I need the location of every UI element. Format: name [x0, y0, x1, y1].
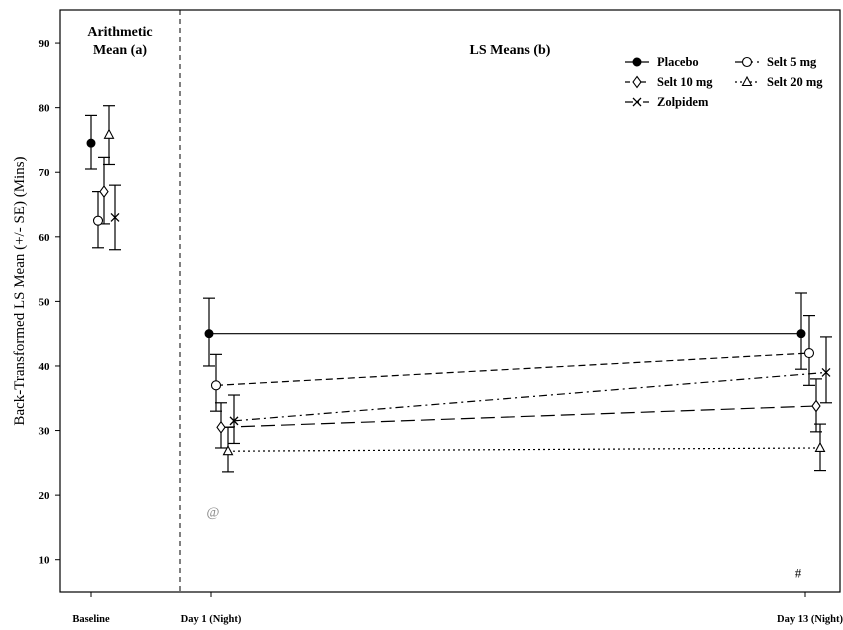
- data-point-zolpidem: [821, 367, 831, 377]
- legend-label-selt-20-mg: Selt 20 mg: [767, 75, 823, 89]
- series-line-zolpidem: [233, 371, 827, 422]
- x-tick-label-0: Baseline: [72, 614, 110, 625]
- data-point-placebo: [204, 329, 214, 339]
- x-tick-label-1: Day 1 (Night): [181, 614, 242, 625]
- legend-label-selt-5-mg: Selt 5 mg: [767, 55, 817, 69]
- error-bars: [85, 105, 832, 473]
- legend-marker-selt-5-mg: [741, 56, 753, 68]
- data-point-selt-10-mg: [99, 185, 109, 199]
- legend: Placebo Selt 5 mg Selt 10 mg Selt 20 mg Zolp…: [625, 55, 823, 109]
- section-title-ls-means: LS Means (b): [470, 43, 551, 58]
- y-tick-label-80: 80: [39, 103, 51, 115]
- series-line-selt-20-mg: [227, 447, 821, 452]
- y-tick-label-10: 10: [39, 555, 51, 567]
- y-axis-title: Back-Transformed LS Mean (+/- SE) (Mins): [12, 156, 28, 425]
- series-line-selt-10-mg: [220, 405, 817, 428]
- legend-marker-selt-10-mg: [632, 75, 642, 89]
- section-title-arithmetic-line1: Arithmetic: [87, 25, 152, 40]
- data-point-placebo: [86, 138, 96, 148]
- series-lines: [209, 333, 827, 452]
- annotations: @#: [207, 505, 802, 580]
- y-tick-label-20: 20: [39, 490, 51, 502]
- legend-marker-zolpidem: [632, 97, 642, 107]
- y-tick-label-30: 30: [39, 426, 51, 438]
- y-tick-label-70: 70: [39, 167, 51, 179]
- plot-frame: [59, 9, 841, 593]
- data-point-selt-5-mg: [92, 215, 104, 226]
- legend-label-zolpidem: Zolpidem: [657, 95, 709, 109]
- data-markers: [86, 128, 831, 456]
- y-tick-label-40: 40: [39, 361, 51, 373]
- section-titles: Arithmetic Mean (a) LS Means (b): [87, 25, 550, 58]
- x-tick-label-2: Day 13 (Night): [777, 614, 843, 625]
- data-point-placebo: [796, 329, 806, 339]
- annotation-0: @: [207, 505, 220, 520]
- data-point-zolpidem: [229, 416, 239, 426]
- data-point-zolpidem: [110, 212, 120, 222]
- legend-marker-placebo: [632, 57, 642, 67]
- legend-marker-selt-20-mg: [741, 75, 753, 87]
- data-point-selt-5-mg: [210, 380, 222, 391]
- annotation-1: #: [795, 566, 802, 581]
- legend-label-selt-10-mg: Selt 10 mg: [657, 75, 713, 89]
- data-point-selt-10-mg: [216, 420, 226, 434]
- y-tick-label-90: 90: [39, 38, 51, 50]
- data-point-selt-10-mg: [811, 399, 821, 413]
- plot-axes: 10 20 30 40 50 60 70 80 90 Baseline Day 1 (Night) D…: [12, 9, 843, 625]
- data-point-selt-5-mg: [803, 348, 815, 359]
- data-point-selt-20-mg: [814, 441, 826, 453]
- section-title-arithmetic-line2: Mean (a): [93, 43, 147, 58]
- y-tick-label-60: 60: [39, 232, 51, 244]
- data-point-selt-20-mg: [222, 445, 234, 456]
- legend-label-placebo: Placebo: [657, 55, 699, 69]
- y-tick-label-50: 50: [39, 296, 51, 308]
- data-point-selt-20-mg: [103, 128, 115, 139]
